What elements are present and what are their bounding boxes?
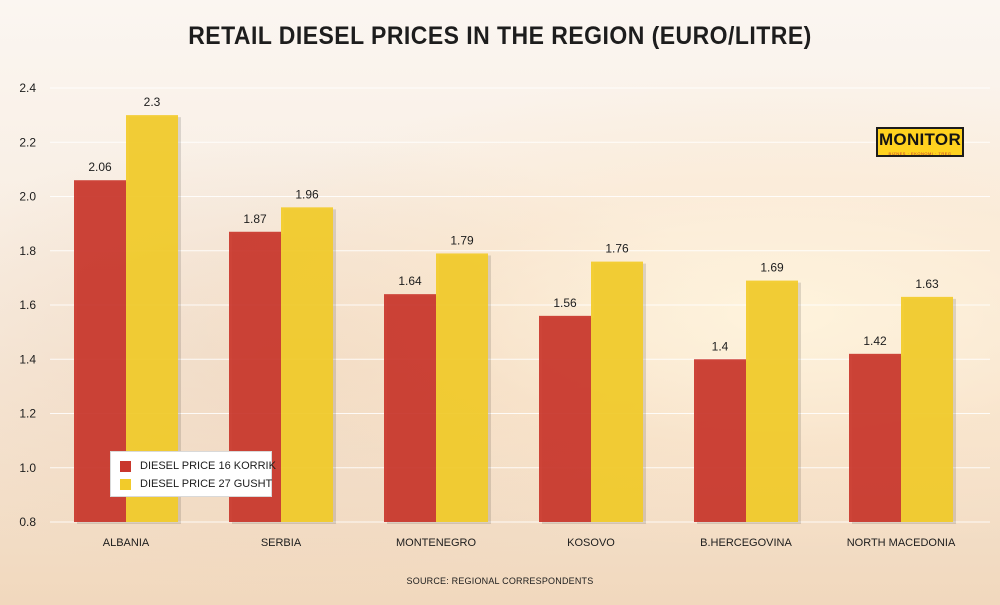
x-tick-label: B.HERCEGOVINA <box>700 537 792 549</box>
monitor-logo: MONITOR BIZNES · EKONOMI · TREG <box>876 127 964 157</box>
data-label: 1.4 <box>712 339 729 353</box>
x-tick-label: NORTH MACEDONIA <box>847 537 956 549</box>
data-label: 1.64 <box>398 274 422 288</box>
data-label: 1.96 <box>295 187 319 201</box>
data-label: 1.87 <box>243 212 267 226</box>
legend-label-series-1: DIESEL PRICE 16 KORRIK <box>140 460 276 472</box>
y-tick-label: 1.8 <box>19 244 36 258</box>
y-tick-label: 1.6 <box>19 298 36 312</box>
bar <box>436 253 488 522</box>
y-tick-label: 1.0 <box>19 461 36 475</box>
bar <box>591 261 643 522</box>
legend-swatch-series-2 <box>120 478 131 490</box>
data-label: 1.56 <box>553 296 577 310</box>
x-tick-label: SERBIA <box>261 537 302 549</box>
logo-text: MONITOR <box>878 130 962 149</box>
y-tick-label: 0.8 <box>19 515 36 529</box>
data-label: 1.42 <box>863 334 887 348</box>
data-label: 1.76 <box>605 242 629 256</box>
bar <box>281 207 333 522</box>
bar <box>384 294 436 522</box>
data-label: 2.3 <box>144 95 161 109</box>
legend-item-series-1: DIESEL PRICE 16 KORRIK <box>120 457 276 475</box>
y-tick-label: 2.2 <box>19 135 36 149</box>
x-tick-label: ALBANIA <box>103 537 150 549</box>
x-tick-label: MONTENEGRO <box>396 537 477 549</box>
legend: DIESEL PRICE 16 KORRIK DIESEL PRICE 27 G… <box>110 451 276 497</box>
bar <box>539 315 591 522</box>
y-tick-label: 1.2 <box>19 407 36 421</box>
legend-item-series-2: DIESEL PRICE 27 GUSHT <box>120 475 272 493</box>
bar <box>746 280 798 522</box>
data-label: 1.69 <box>760 261 784 275</box>
legend-swatch-series-1 <box>120 460 131 472</box>
x-tick-label: KOSOVO <box>567 537 615 549</box>
data-label: 1.63 <box>915 277 939 291</box>
y-tick-label: 2.4 <box>19 81 36 95</box>
bar <box>849 353 901 522</box>
y-tick-label: 1.4 <box>19 352 36 366</box>
data-label: 2.06 <box>88 160 112 174</box>
y-tick-label: 2.0 <box>19 190 36 204</box>
logo-tagline: BIZNES · EKONOMI · TREG <box>888 151 952 156</box>
bar <box>901 296 953 522</box>
legend-label-series-2: DIESEL PRICE 27 GUSHT <box>140 478 273 490</box>
source-note: SOURCE: REGIONAL CORRESPONDENTS <box>406 576 594 586</box>
data-label: 1.79 <box>450 233 474 247</box>
bar <box>694 359 746 522</box>
chart-title: RETAIL DIESEL PRICES IN THE REGION (EURO… <box>188 22 812 50</box>
